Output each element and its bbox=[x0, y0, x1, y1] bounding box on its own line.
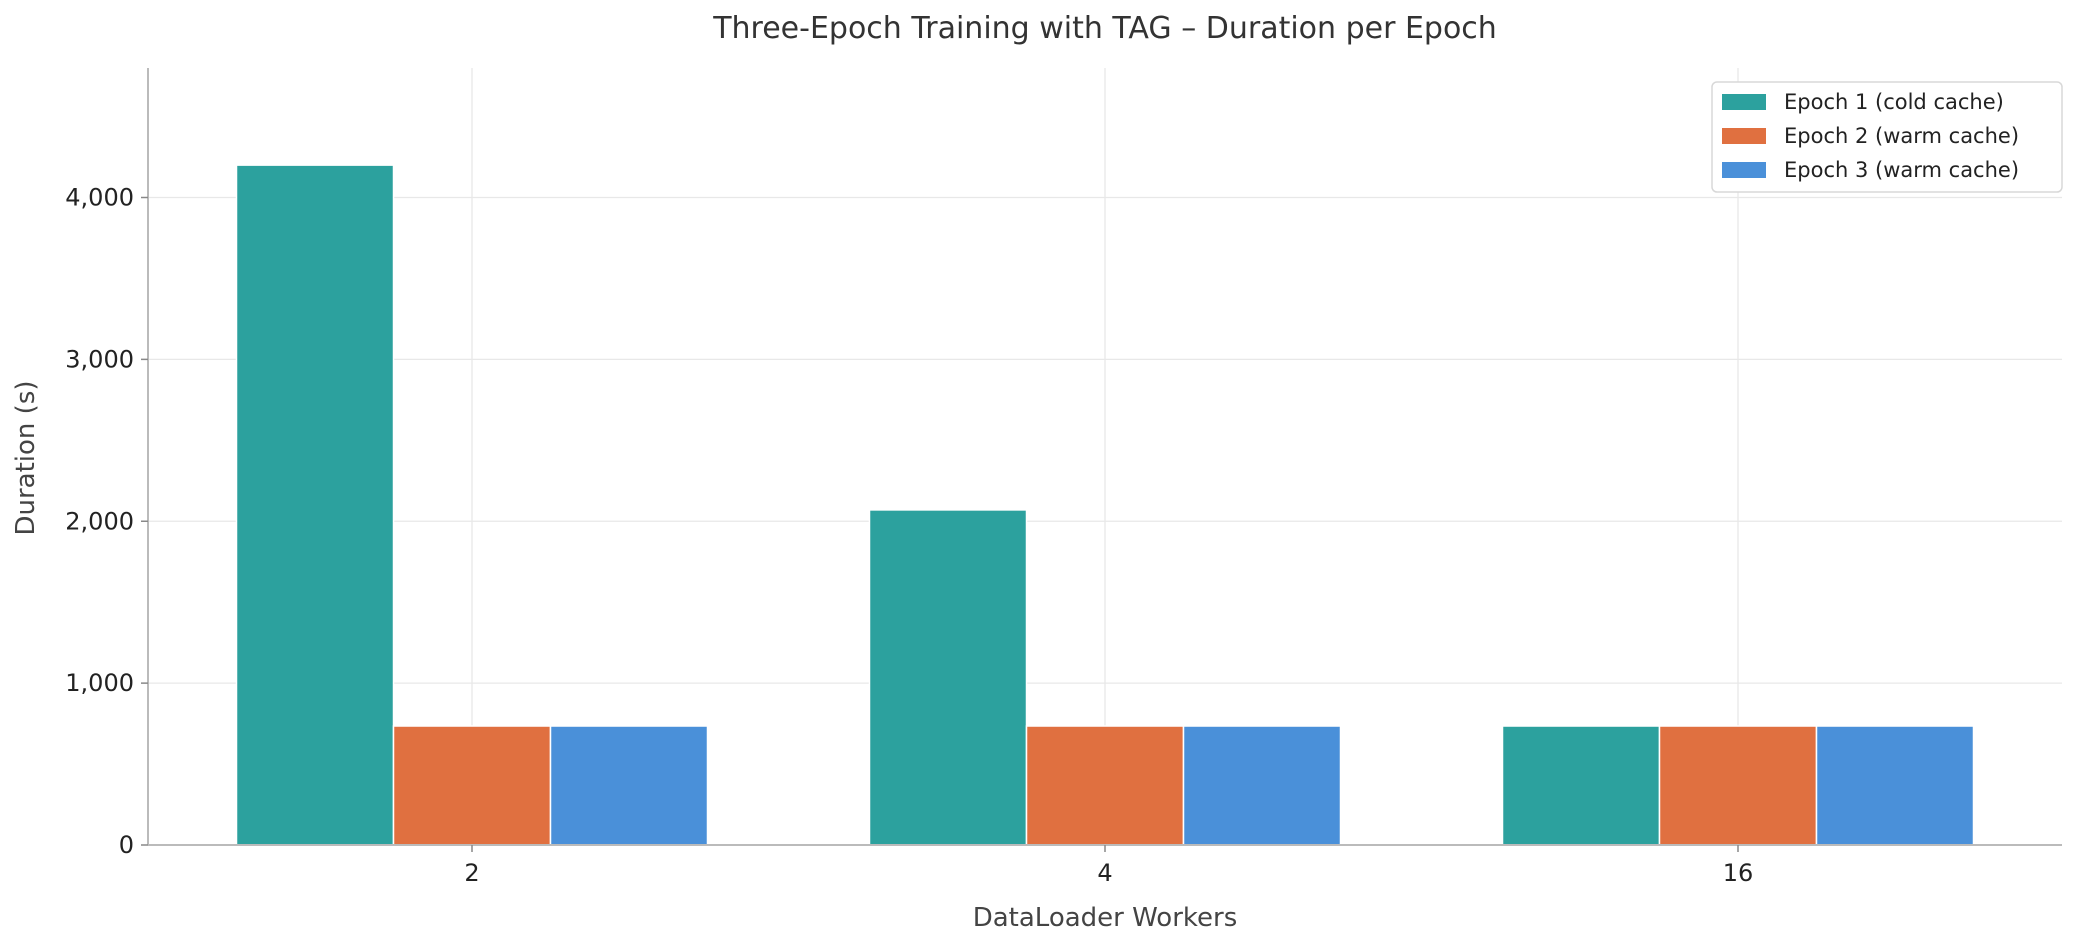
legend-box bbox=[1711, 81, 2063, 193]
legend-label-epoch-1: Epoch 1 (cold cache) bbox=[1784, 90, 2004, 114]
x-tick-label: 16 bbox=[1723, 859, 1754, 887]
x-tick-label: 4 bbox=[1097, 859, 1112, 887]
bars-layer bbox=[235, 164, 1975, 846]
x-axis-label: DataLoader Workers bbox=[973, 903, 1238, 933]
bar-epoch-1-workers-4 bbox=[868, 509, 1028, 846]
bar-epoch-3-workers-2 bbox=[549, 725, 709, 846]
legend: Epoch 1 (cold cache) Epoch 2 (warm cache… bbox=[1711, 81, 2063, 193]
bar-epoch-3-workers-4 bbox=[1182, 725, 1342, 846]
x-tick-label: 2 bbox=[464, 859, 479, 887]
legend-swatch-epoch-2 bbox=[1722, 128, 1766, 144]
y-tick-label: 3,000 bbox=[65, 345, 134, 373]
bar-epoch-1-workers-16 bbox=[1501, 725, 1661, 846]
bar-epoch-2-workers-16 bbox=[1658, 725, 1818, 846]
x-ticks: 2 4 16 bbox=[464, 845, 1753, 887]
bar-epoch-1-workers-2 bbox=[235, 164, 395, 846]
bar-epoch-2-workers-4 bbox=[1025, 725, 1185, 846]
y-tick-label: 2,000 bbox=[65, 507, 134, 535]
bar-epoch-3-workers-16 bbox=[1815, 725, 1975, 846]
legend-label-epoch-2: Epoch 2 (warm cache) bbox=[1784, 124, 2019, 148]
y-tick-label: 1,000 bbox=[65, 669, 134, 697]
legend-swatch-epoch-1 bbox=[1722, 94, 1766, 110]
legend-swatch-epoch-3 bbox=[1722, 162, 1766, 178]
y-axis-label: Duration (s) bbox=[11, 380, 41, 535]
chart-title: Three-Epoch Training with TAG – Duration… bbox=[712, 11, 1497, 46]
legend-label-epoch-3: Epoch 3 (warm cache) bbox=[1784, 158, 2019, 182]
y-tick-label: 4,000 bbox=[65, 184, 134, 212]
grid-layer bbox=[148, 68, 2062, 845]
bar-epoch-2-workers-2 bbox=[392, 725, 552, 846]
y-ticks: 0 1,000 2,000 3,000 4,000 bbox=[65, 184, 148, 859]
y-tick-label: 0 bbox=[119, 831, 134, 859]
